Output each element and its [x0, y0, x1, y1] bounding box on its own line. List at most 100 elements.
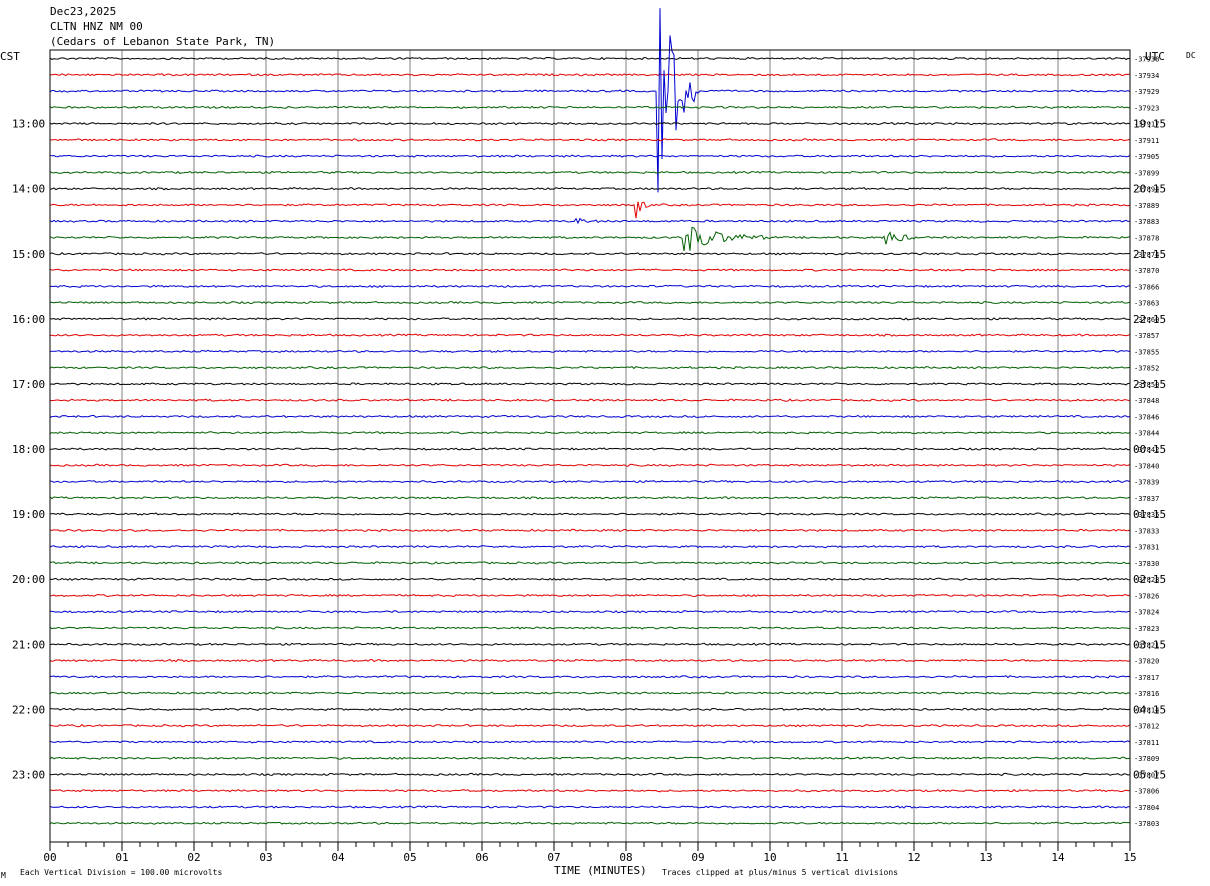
seismic-trace [49, 658, 1131, 663]
seismic-trace [49, 252, 1131, 256]
trace-mean-label: -37814 [1134, 706, 1159, 714]
trace-mean-label: -37852 [1134, 365, 1159, 373]
trace-mean-label: -37830 [1134, 560, 1159, 568]
right-hour-labels: 19:15 20:15 21:15 22:15 23:15 00:15 01:15 02:15… [1133, 118, 1166, 782]
x-tick-label: 07 [547, 851, 560, 864]
right-hour-label: 03:15 [1133, 638, 1166, 651]
left-hour-label: 21:00 [12, 638, 45, 651]
right-hour-label: 00:15 [1133, 443, 1166, 456]
seismic-trace [49, 154, 1131, 158]
dc-label: DC [1186, 51, 1196, 60]
right-hour-label: 23:15 [1133, 378, 1166, 391]
x-tick-label: 10 [763, 851, 776, 864]
trace-mean-label: -37860 [1134, 316, 1159, 324]
x-axis: 00 01 02 03 04 05 06 07 08 09 10 11 12 13 14 15 [43, 842, 1137, 864]
x-tick-label: 02 [187, 851, 200, 864]
right-hour-label: 01:15 [1133, 508, 1166, 521]
right-hour-label: 21:15 [1133, 248, 1166, 261]
left-hour-label: 23:00 [12, 768, 45, 781]
right-hour-label: 04:15 [1133, 703, 1166, 716]
right-hour-label: 20:15 [1133, 183, 1166, 196]
trace-mean-label: -37839 [1134, 479, 1159, 487]
trace-mean-label: -37917 [1134, 121, 1159, 129]
trace-mean-label: -37823 [1134, 625, 1159, 633]
trace-mean-label: -37824 [1134, 609, 1159, 617]
x-tick-label: 09 [691, 851, 704, 864]
trace-mean-label: -37848 [1134, 397, 1159, 405]
x-tick-label: 05 [403, 851, 416, 864]
seismic-trace [49, 707, 1131, 711]
scale-note: Each Vertical Division = 100.00 microvol… [20, 868, 222, 877]
trace-mean-label: -37923 [1134, 104, 1159, 112]
seismic-trace [49, 226, 1131, 251]
trace-mean-label: -37837 [1134, 495, 1159, 503]
seismic-trace [49, 463, 1131, 467]
seismic-trace [49, 756, 1131, 760]
seismic-trace [49, 365, 1131, 370]
left-hour-label: 16:00 [12, 313, 45, 326]
trace-mean-label: -37929 [1134, 88, 1159, 96]
trace-mean-label: -37905 [1134, 153, 1159, 161]
seismic-trace [49, 382, 1130, 386]
seismic-trace [49, 479, 1131, 484]
x-tick-label: 13 [979, 851, 992, 864]
trace-mean-label: -37911 [1134, 137, 1159, 145]
trace-mean-label: -37828 [1134, 576, 1159, 584]
left-hour-label: 19:00 [12, 508, 45, 521]
seismic-trace [49, 723, 1131, 728]
seismic-trace [49, 544, 1131, 549]
seismic-trace [49, 805, 1131, 809]
trace-mean-label: -37809 [1134, 755, 1159, 763]
trace-mean-label: -37883 [1134, 218, 1159, 226]
seismic-trace [49, 414, 1131, 419]
trace-mean-label: -37855 [1134, 348, 1159, 356]
seismic-trace [49, 268, 1131, 272]
trace-mean-label: -37831 [1134, 544, 1159, 552]
trace-mean-label: -37812 [1134, 723, 1159, 731]
seismic-trace [49, 398, 1130, 402]
seismic-trace [49, 610, 1131, 614]
left-hour-label: 17:00 [12, 378, 45, 391]
seismic-trace [49, 512, 1131, 516]
trace-mean-label: -37866 [1134, 283, 1159, 291]
minute-grid [121, 50, 1059, 842]
trace-mean-label: -37811 [1134, 739, 1159, 747]
right-zone-label: UTC [1145, 50, 1165, 63]
trace-mean-label: -37820 [1134, 658, 1159, 666]
header-station: CLTN HNZ NM 00 [50, 20, 143, 33]
seismic-trace [49, 349, 1131, 353]
seismic-trace [49, 138, 1131, 142]
left-hour-label: 22:00 [12, 703, 45, 716]
left-hour-label: 15:00 [12, 248, 45, 261]
trace-mean-label: -37938 [1134, 56, 1159, 64]
x-tick-label: 03 [259, 851, 272, 864]
seismic-trace [50, 73, 1131, 77]
trace-mean-label: -37889 [1134, 202, 1159, 210]
seismic-trace [49, 496, 1131, 500]
seismic-trace [49, 642, 1131, 646]
seismic-trace [50, 772, 1131, 776]
trace-mean-label: -37878 [1134, 234, 1159, 242]
seismic-trace [49, 447, 1131, 451]
plot-frame [49, 49, 1131, 843]
left-zone-label: CST [0, 50, 20, 63]
seismic-trace [49, 431, 1131, 435]
seismic-trace [49, 300, 1131, 305]
trace-mean-label: -37803 [1134, 820, 1159, 828]
seismic-trace [49, 821, 1131, 825]
trace-mean-label: -37804 [1134, 804, 1159, 812]
trace-mean-labels: -37938 -37934 -37929 -37923 -37917 -37911 -379… [1134, 56, 1159, 829]
seismic-trace [49, 593, 1131, 598]
header-date: Dec23,2025 [50, 5, 116, 18]
trace-mean-label: -37844 [1134, 430, 1159, 438]
seismic-trace [49, 284, 1131, 288]
seismic-trace [49, 333, 1131, 337]
x-tick-label: 08 [619, 851, 632, 864]
trace-mean-label: -37850 [1134, 381, 1159, 389]
seismic-trace [49, 675, 1131, 679]
trace-mean-label: -37894 [1134, 186, 1159, 194]
trace-mean-label: -37807 [1134, 771, 1159, 779]
left-hour-label: 13:00 [12, 118, 45, 131]
seismic-trace [49, 561, 1131, 565]
seismic-trace [49, 217, 1131, 225]
